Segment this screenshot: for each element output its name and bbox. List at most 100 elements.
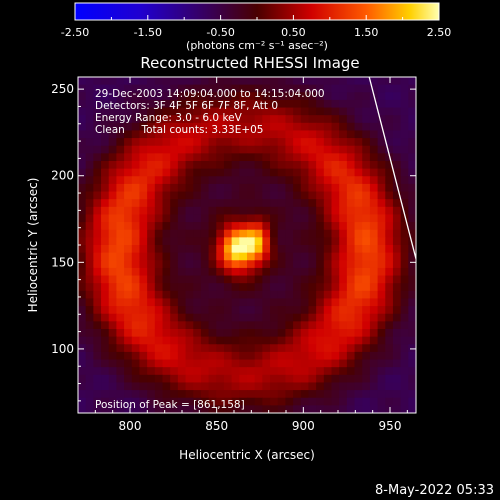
heatmap-cell [385,374,394,384]
heatmap-cell [300,214,310,223]
heatmap-cell [247,321,256,330]
heatmap-cell [392,214,402,223]
heatmap-cell [139,138,148,147]
heatmap-cell [162,115,171,124]
heatmap-cell [223,168,233,177]
heatmap-cell [270,92,279,101]
heatmap-cell [400,145,409,154]
heatmap-cell [369,359,379,368]
heatmap-cell [93,290,102,300]
heatmap-cell [85,77,94,86]
heatmap-cell [362,214,371,223]
heatmap-cell [85,92,94,101]
heatmap-cell [208,359,217,368]
heatmap-cell [177,161,187,170]
colorbar-ticks: -2.50 -1.50 -0.50 0.50 1.50 2.50 [61,15,451,39]
heatmap-cell [139,176,148,185]
heatmap-cell [101,84,110,93]
heatmap-cell [223,214,233,223]
heatmap-cell [239,405,248,413]
heatmap-cell [270,298,279,307]
heatmap-cell [392,267,402,277]
heatmap-cell [308,183,317,193]
heatmap-cell [323,252,333,261]
heatmap-cell [162,382,171,391]
heatmap-cell [177,206,187,216]
heatmap-cell [293,214,302,223]
heatmap-cell [316,245,325,254]
heatmap-cell [385,130,394,139]
heatmap-cell [208,77,217,86]
heatmap-cell [354,107,363,116]
heatmap-cell [277,99,287,109]
heatmap-cell [162,336,171,345]
heatmap-cell [270,214,279,223]
heatmap-cell [116,245,125,254]
heatmap-cell [385,397,394,406]
heatmap-cell [131,130,141,139]
heatmap-cell [346,229,356,238]
heatmap-cell [85,138,94,147]
heatmap-cell [362,321,371,330]
heatmap-cell [239,145,248,154]
heatmap-cell [193,321,202,330]
heatmap-cell [147,321,156,330]
heatmap-cell [193,183,202,193]
heatmap-cell [216,290,225,300]
heatmap-cell [354,359,363,368]
heatmap-cell [124,92,133,101]
heatmap-cell [339,405,348,413]
heatmap-cell [247,222,256,231]
heatmap-cell [147,390,156,399]
heatmap-cell [270,153,279,162]
heatmap-cell [247,168,256,177]
heatmap-cell [369,283,379,292]
heatmap-cell [193,168,202,177]
heatmap-cell [139,344,148,353]
heatmap-cell [101,222,110,231]
heatmap-cell [392,122,402,132]
heatmap-cell [208,329,217,338]
heatmap-cell [124,267,133,277]
heatmap-cell [231,267,240,277]
heatmap-cell [116,84,125,93]
heatmap-cell [185,367,194,376]
heatmap-cell [101,153,110,162]
heatmap-cell [300,84,310,93]
heatmap-cell [254,267,263,277]
heatmap-cell [293,267,302,277]
heatmap-cell [392,290,402,300]
heatmap-cell [139,145,148,154]
heatmap-cell [101,229,110,238]
heatmap-cell [216,222,225,231]
heatmap-cell [308,283,317,292]
heatmap-cell [270,237,279,246]
heatmap-cell [124,374,133,384]
heatmap-cell [247,359,256,368]
heatmap-cell [270,206,279,216]
heatmap-cell [239,161,248,170]
heatmap-cell [285,77,294,86]
heatmap-cell [385,84,394,93]
heatmap-cell [316,344,325,353]
heatmap-cell [316,359,325,368]
heatmap-cell [400,382,409,391]
heatmap-cell [408,122,416,132]
heatmap-cell [78,267,87,277]
heatmap-cell [277,191,287,200]
heatmap-cell [147,122,156,132]
heatmap-cell [116,260,125,269]
heatmap-cell [216,138,225,147]
heatmap-cell [93,336,102,345]
footer-timestamp: 8-May-2022 05:33 [375,483,494,498]
heatmap-cell [101,290,110,300]
heatmap-cell [385,176,394,185]
heatmap-cell [200,130,210,139]
heatmap-cell [339,199,348,208]
heatmap-cell [277,145,287,154]
heatmap-cell [231,374,240,384]
heatmap-cell [147,336,156,345]
annotation-clean-counts: Clean Total counts: 3.33E+05 [95,124,264,136]
heatmap-cell [247,145,256,154]
heatmap-cell [93,99,102,109]
